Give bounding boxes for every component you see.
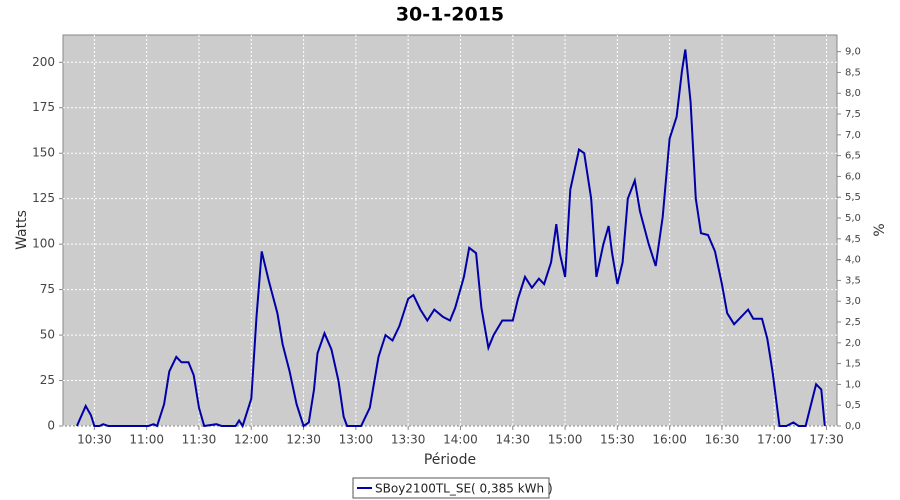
x-tick-label: 17:00 bbox=[757, 433, 792, 447]
data-line bbox=[75, 49, 826, 429]
y2-tick-label: 5,5 bbox=[845, 192, 861, 203]
y2-tick-label: 8,5 bbox=[845, 67, 861, 78]
y2-tick-label: 0,0 bbox=[845, 421, 861, 432]
y2-tick-label: 4,5 bbox=[845, 234, 861, 245]
y-tick-label: 0 bbox=[47, 419, 55, 433]
x-tick-label: 12:30 bbox=[286, 433, 321, 447]
x-tick-label: 12:00 bbox=[234, 433, 269, 447]
x-tick-label: 17:30 bbox=[809, 433, 844, 447]
y2-tick-label: 2,0 bbox=[845, 338, 861, 349]
y2-tick-label: 6,0 bbox=[845, 171, 861, 182]
x-tick-label: 14:30 bbox=[495, 433, 530, 447]
y2-axis-label: % bbox=[872, 223, 888, 236]
legend-box bbox=[352, 477, 550, 499]
x-tick-label: 16:00 bbox=[652, 433, 687, 447]
y2-tick-label: 4,0 bbox=[845, 255, 861, 266]
y-tick-label: 75 bbox=[40, 282, 55, 296]
x-tick-label: 15:30 bbox=[600, 433, 635, 447]
y-tick-label: 175 bbox=[32, 100, 55, 114]
y-axis-label: Watts bbox=[14, 210, 30, 250]
x-tick-label: 11:00 bbox=[129, 433, 164, 447]
x-tick-label: 10:30 bbox=[77, 433, 112, 447]
x-axis-label: Période bbox=[424, 452, 476, 468]
y2-tick-label: 7,5 bbox=[845, 109, 861, 120]
chart-title: 30-1-2015 bbox=[396, 4, 504, 26]
y-tick-label: 125 bbox=[32, 191, 55, 205]
y2-tick-label: 3,5 bbox=[845, 275, 861, 286]
y2-tick-label: 3,0 bbox=[845, 296, 861, 307]
y2-tick-label: 1,5 bbox=[845, 359, 861, 370]
x-tick-label: 11:30 bbox=[182, 433, 217, 447]
y-tick-label: 50 bbox=[40, 328, 55, 342]
y-tick-label: 100 bbox=[32, 237, 55, 251]
x-tick-label: 14:00 bbox=[443, 433, 478, 447]
x-tick-label: 16:30 bbox=[705, 433, 740, 447]
y2-tick-label: 0,5 bbox=[845, 400, 861, 411]
y2-tick-label: 1,0 bbox=[845, 379, 861, 390]
y2-tick-label: 5,0 bbox=[845, 213, 861, 224]
y-tick-label: 200 bbox=[32, 55, 55, 69]
y2-tick-label: 6,5 bbox=[845, 151, 861, 162]
y2-tick-label: 7,0 bbox=[845, 130, 861, 141]
y-tick-label: 150 bbox=[32, 146, 55, 160]
legend-label: SBoy2100TL_SE( 0,385 kWh ) bbox=[375, 482, 553, 496]
x-tick-label: 15:00 bbox=[548, 433, 583, 447]
y2-tick-label: 8,0 bbox=[845, 88, 861, 99]
x-tick-label: 13:00 bbox=[339, 433, 374, 447]
y2-tick-label: 2,5 bbox=[845, 317, 861, 328]
x-tick-label: 13:30 bbox=[391, 433, 426, 447]
y-tick-label: 25 bbox=[40, 373, 55, 387]
y2-tick-label: 9,0 bbox=[845, 47, 861, 58]
plot-area bbox=[62, 34, 838, 427]
